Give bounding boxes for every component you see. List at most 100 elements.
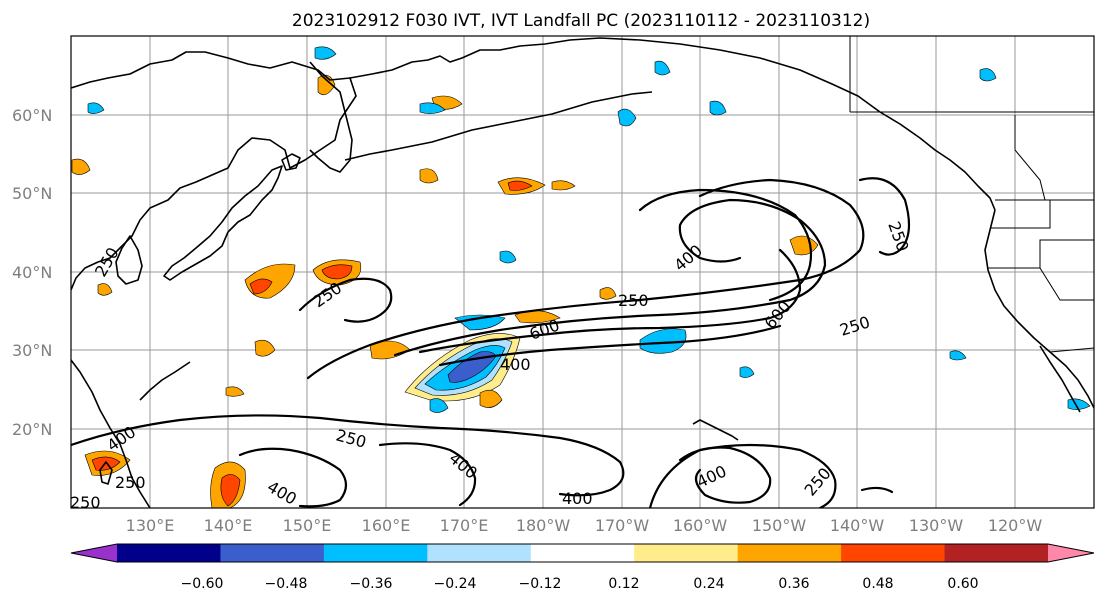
pos-patch-18 bbox=[225, 386, 245, 397]
us-mexico-border bbox=[1049, 347, 1094, 353]
neg-patch-north bbox=[454, 314, 506, 331]
colorbar-tick-label: 0.12 bbox=[608, 576, 639, 592]
china-coast bbox=[71, 359, 151, 508]
colorbar-extend-min bbox=[71, 544, 117, 562]
colorbar-segment bbox=[944, 544, 1049, 562]
pos-patch-17 bbox=[97, 283, 113, 296]
lat-label: 20°N bbox=[12, 420, 52, 439]
pos-patch-6-core bbox=[220, 474, 241, 507]
wa-or-border bbox=[990, 200, 1051, 229]
taiwan-coast bbox=[99, 461, 113, 485]
neg-blob-8 bbox=[429, 398, 449, 413]
contour-250-tropical bbox=[71, 414, 625, 497]
colorbar-tick-label: −0.60 bbox=[181, 576, 224, 592]
colorbar-segment bbox=[530, 544, 635, 562]
pos-patch-1-core bbox=[321, 264, 353, 280]
neg-blob-6 bbox=[979, 68, 997, 82]
neg-blob-9 bbox=[499, 250, 517, 264]
contour-400-spiral-inner bbox=[638, 188, 813, 302]
contour-label: 250 bbox=[115, 473, 146, 492]
neg-patch-east bbox=[639, 328, 687, 354]
lon-label: 130°W bbox=[909, 516, 964, 535]
lon-label: 140°W bbox=[830, 516, 885, 535]
kamchatka-coast bbox=[309, 61, 353, 173]
contour-400-tropical-west bbox=[238, 447, 348, 508]
pos-patch-14 bbox=[419, 168, 439, 184]
asia-coast bbox=[71, 51, 357, 291]
lon-label: 150°E bbox=[283, 516, 332, 535]
bc-alberta-border bbox=[1014, 115, 1046, 201]
gridlines bbox=[71, 36, 1094, 508]
colorbar-ticks: −0.60 −0.48 −0.36 −0.24 −0.12 0.12 0.24 … bbox=[181, 576, 979, 592]
lon-label: 180°W bbox=[516, 516, 571, 535]
japan-hokkaido bbox=[281, 153, 301, 171]
contour-400-east bbox=[678, 446, 772, 504]
contour-label: 250 bbox=[618, 291, 649, 310]
lon-axis: 130°E 140°E 150°E 160°E 170°E 180°W 170°… bbox=[126, 516, 1043, 535]
west-coast-us bbox=[984, 209, 1094, 409]
colorbar-segment bbox=[323, 544, 428, 562]
contour-label: 400 bbox=[562, 489, 593, 508]
baja-coast bbox=[1039, 345, 1081, 413]
neg-blob-7 bbox=[87, 102, 105, 114]
lon-label: 160°E bbox=[362, 516, 411, 535]
contour-250-bottom-east bbox=[860, 486, 894, 494]
lat-label: 40°N bbox=[12, 263, 52, 282]
pos-patch-7-core bbox=[91, 456, 121, 471]
neg-blob-12 bbox=[949, 350, 967, 361]
colorbar bbox=[70, 543, 1095, 563]
colorbar-tick-label: −0.12 bbox=[519, 576, 562, 592]
pos-patch-15 bbox=[551, 180, 576, 191]
lon-label: 170°W bbox=[595, 516, 650, 535]
colorbar-segment bbox=[427, 544, 532, 562]
contour-400-spiral bbox=[393, 198, 827, 357]
lon-label: 160°W bbox=[673, 516, 728, 535]
contour-label: 250 bbox=[70, 493, 101, 512]
contour-250-south bbox=[298, 277, 393, 323]
pos-patch-13 bbox=[254, 339, 276, 357]
coastlines bbox=[71, 37, 1094, 508]
colorbar-tick-label: −0.24 bbox=[434, 576, 477, 592]
colorbar-segment bbox=[634, 544, 739, 562]
aleutian-chain bbox=[344, 91, 653, 161]
lon-label: 130°E bbox=[126, 516, 175, 535]
neg-blob-2 bbox=[419, 102, 446, 114]
japan-honshu bbox=[163, 165, 283, 281]
neg-blob-4 bbox=[654, 60, 671, 76]
neg-blob-3 bbox=[617, 108, 637, 127]
contour-600-b bbox=[438, 324, 782, 367]
ivt-contours bbox=[71, 177, 911, 508]
or-ca-border bbox=[988, 239, 1094, 269]
contour-400-tropical-mid bbox=[378, 442, 477, 507]
lat-axis: 60°N 50°N 40°N 30°N 20°N bbox=[12, 106, 52, 439]
lon-label: 150°W bbox=[752, 516, 807, 535]
contour-250-spiral bbox=[306, 178, 865, 380]
pos-patch-16 bbox=[71, 158, 91, 175]
political-borders bbox=[849, 36, 1094, 353]
lon-label: 140°E bbox=[204, 516, 253, 535]
colorbar-tick-label: 0.24 bbox=[693, 576, 724, 592]
colorbar-segment bbox=[220, 544, 325, 562]
colorbar-tick-label: 0.36 bbox=[778, 576, 809, 592]
neg-blob-1 bbox=[314, 46, 337, 60]
neg-blob-11 bbox=[739, 366, 755, 378]
lon-label: 120°W bbox=[988, 516, 1043, 535]
lat-label: 60°N bbox=[12, 106, 52, 125]
colorbar-tick-label: 0.60 bbox=[947, 576, 978, 592]
lat-label: 50°N bbox=[12, 184, 52, 203]
colorbar-extend-max bbox=[1048, 544, 1094, 562]
contour-label: 400 bbox=[500, 355, 531, 374]
colorbar-tick-label: −0.48 bbox=[265, 576, 308, 592]
korea-coast bbox=[115, 235, 143, 285]
colorbar-tick-label: −0.36 bbox=[350, 576, 393, 592]
colorbar-segment bbox=[737, 544, 842, 562]
ca-nv-border bbox=[1039, 267, 1094, 301]
lon-label: 170°E bbox=[440, 516, 489, 535]
contour-250-outer bbox=[858, 177, 911, 256]
contour-250-east bbox=[648, 443, 837, 508]
map-frame bbox=[70, 35, 1095, 509]
pos-patch-10 bbox=[479, 389, 503, 408]
map-title: 2023102912 F030 IVT, IVT Landfall PC (20… bbox=[292, 11, 870, 31]
lat-label: 30°N bbox=[12, 341, 52, 360]
